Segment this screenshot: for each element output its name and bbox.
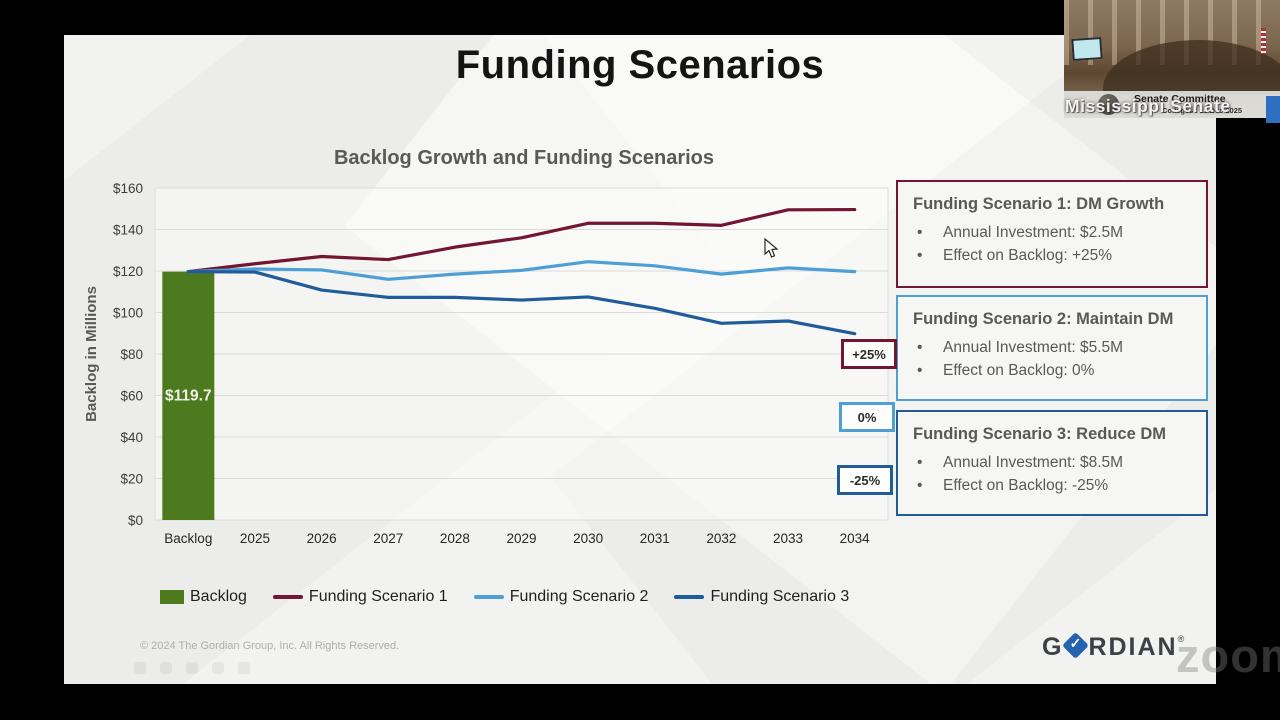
legend-label: Funding Scenario 2 <box>509 588 649 605</box>
presentation-slide: Funding Scenarios Backlog Growth and Fun… <box>64 35 1216 684</box>
legend-item: Backlog <box>160 588 247 606</box>
scenario1-effect-text: Effect on Backlog: +25% <box>943 247 1113 265</box>
logo-text: RDIAN <box>1088 633 1178 661</box>
svg-text:$60: $60 <box>120 389 143 404</box>
legend-swatch-line <box>272 595 303 599</box>
svg-text:2028: 2028 <box>440 531 470 546</box>
scenario2-endpoint-label: 0% <box>839 402 895 432</box>
scenario2-investment: • Annual Investment: $5.5M <box>913 336 1191 359</box>
legend-label: Funding Scenario 3 <box>710 588 850 605</box>
chart-title: Backlog Growth and Funding Scenarios <box>333 147 715 169</box>
svg-text:2025: 2025 <box>240 531 270 546</box>
chart-legend: Backlog Funding Scenario 1 Funding Scenari… <box>160 588 849 606</box>
svg-text:2032: 2032 <box>706 531 736 546</box>
logo-text: G <box>1042 633 1064 661</box>
scenario3-endpoint-label: -25% <box>837 465 893 495</box>
svg-text:$20: $20 <box>120 472 143 487</box>
bullet-marker: • <box>917 339 923 356</box>
legend-swatch-line <box>473 595 504 599</box>
legend-item: Funding Scenario 2 <box>473 588 649 606</box>
banner-blue-block <box>1266 96 1280 123</box>
legend-swatch-rect <box>160 590 184 604</box>
slides-overview-icon[interactable] <box>212 662 224 674</box>
scenario1-box: Funding Scenario 1: DM Growth • Annual I… <box>896 180 1208 288</box>
svg-text:2033: 2033 <box>773 531 803 546</box>
scenario1-investment-text: Annual Investment: $2.5M <box>943 224 1124 241</box>
svg-text:2034: 2034 <box>840 531 871 546</box>
svg-text:$80: $80 <box>120 347 143 362</box>
svg-text:2030: 2030 <box>573 531 603 546</box>
scenario2-investment-text: Annual Investment: $5.5M <box>943 339 1124 356</box>
gordian-logo: G ✓ RDIAN ® <box>1042 632 1187 662</box>
scenario2-effect: • Effect on Backlog: 0% <box>913 359 1191 382</box>
bullet-marker: • <box>917 454 923 471</box>
scenario1-effect: • Effect on Backlog: +25% <box>913 244 1191 267</box>
scenario3-investment: • Annual Investment: $8.5M <box>913 451 1191 474</box>
svg-text:$140: $140 <box>113 223 143 238</box>
webcam-video-feed[interactable]: Senate Committee Colleges / 11 Dec 2025 … <box>1064 0 1280 123</box>
svg-text:$119.7: $119.7 <box>165 388 212 405</box>
svg-text:$40: $40 <box>120 430 143 445</box>
legend-item: Funding Scenario 3 <box>674 588 849 606</box>
svg-text:$100: $100 <box>113 306 143 321</box>
scenario1-title: Funding Scenario 1: DM Growth <box>913 195 1165 213</box>
svg-text:2027: 2027 <box>373 531 403 546</box>
slide-title: Funding Scenarios <box>455 43 825 87</box>
svg-text:2029: 2029 <box>506 531 536 546</box>
zoom-watermark: zoom <box>1176 629 1280 682</box>
next-slide-icon[interactable] <box>160 662 172 674</box>
room-flag <box>1261 28 1266 54</box>
scenario3-effect-text: Effect on Backlog: -25% <box>943 477 1109 495</box>
svg-text:2026: 2026 <box>307 531 337 546</box>
mouse-cursor <box>764 238 779 258</box>
legend-swatch-line <box>674 595 705 599</box>
legend-label: Funding Scenario 1 <box>308 588 448 605</box>
copyright-text: © 2024 The Gordian Group, Inc. All Right… <box>140 640 400 652</box>
registered-mark: ® <box>1177 634 1187 644</box>
gordian-diamond-icon: ✓ <box>1062 632 1090 659</box>
svg-text:2031: 2031 <box>640 531 670 546</box>
chart-canvas: $0 $20 $40 $60 $80 $100 $120 $140 $160 $119.7 Back… <box>83 181 889 546</box>
scenario2-title: Funding Scenario 2: Maintain DM <box>913 310 1174 328</box>
scenario2-box: Funding Scenario 2: Maintain DM • Annual… <box>896 295 1208 401</box>
legend-item: Funding Scenario 1 <box>272 588 448 606</box>
video-watermark: Mississippi Senate <box>1065 96 1231 116</box>
svg-text:$0: $0 <box>128 513 143 528</box>
svg-text:Backlog: Backlog <box>164 531 212 546</box>
scenario1-investment: • Annual Investment: $2.5M <box>913 221 1191 244</box>
scenario3-box: Funding Scenario 3: Reduce DM • Annual I… <box>896 410 1208 516</box>
svg-text:$160: $160 <box>113 181 143 196</box>
scenario3-investment-text: Annual Investment: $8.5M <box>943 454 1124 471</box>
scenario3-effect: • Effect on Backlog: -25% <box>913 474 1191 497</box>
pen-icon[interactable] <box>186 662 198 674</box>
scenario1-endpoint-label: +25% <box>841 339 897 369</box>
bullet-marker: • <box>917 477 923 495</box>
scenario3-title: Funding Scenario 3: Reduce DM <box>913 425 1167 443</box>
more-options-icon[interactable] <box>238 662 250 674</box>
bullet-marker: • <box>917 362 923 380</box>
prev-slide-icon[interactable] <box>134 662 146 674</box>
legend-label: Backlog <box>190 588 247 605</box>
svg-text:Backlog in Millions: Backlog in Millions <box>83 286 100 422</box>
bullet-marker: • <box>917 247 923 265</box>
svg-text:$120: $120 <box>113 264 143 279</box>
backlog-chart: $0 $20 $40 $60 $80 $100 $120 $140 $160 $119.7 Back… <box>74 175 954 560</box>
scenario2-effect-text: Effect on Backlog: 0% <box>943 362 1095 380</box>
room-display-screen <box>1071 36 1103 62</box>
diamond-check-glyph: ✓ <box>1070 635 1084 652</box>
presenter-toolbar-ghost <box>134 662 250 674</box>
bullet-marker: • <box>917 224 923 241</box>
